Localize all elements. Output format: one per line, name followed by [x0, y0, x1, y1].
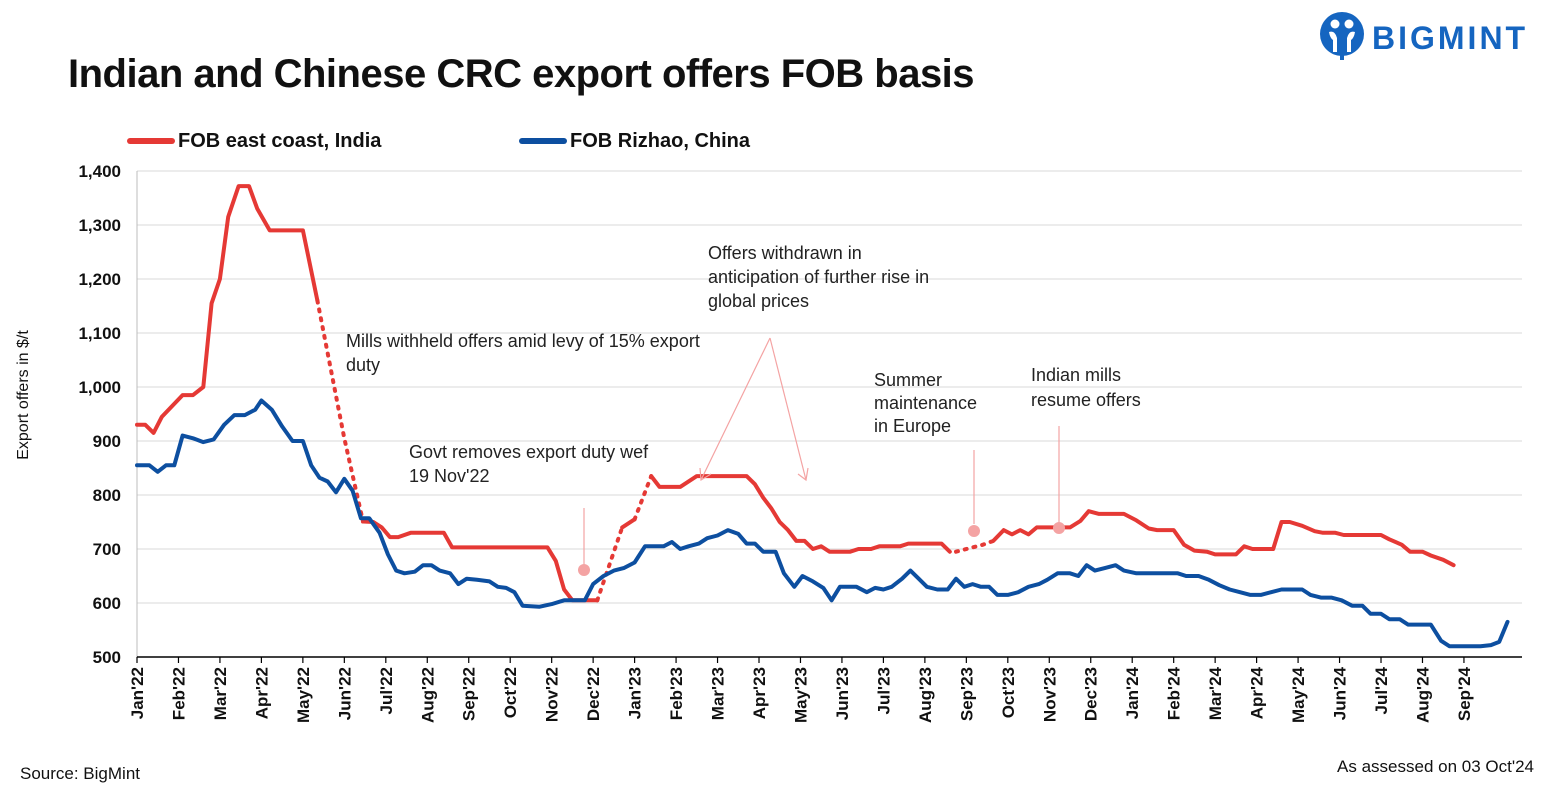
annotation-pointer: [700, 337, 771, 481]
annotation-pointer: [769, 337, 807, 481]
source-note: Source: BigMint: [20, 764, 140, 783]
annotation-text-line: Offers withdrawn in: [708, 243, 862, 263]
annotation-marker: [1053, 522, 1065, 534]
x-tick-label: Jun'23: [833, 667, 852, 720]
series-line: [361, 519, 600, 603]
y-tick-label: 1,000: [78, 378, 121, 397]
x-tick-label: Jan'23: [626, 667, 645, 719]
series-line: [991, 509, 1456, 568]
annotation-arrowhead: [699, 467, 712, 482]
x-tick-label: Nov'22: [543, 667, 562, 722]
x-tick-labels: Jan'22 Feb'22 Mar'22 Apr'22 May'22 Jun'22 Jul'…: [128, 657, 1474, 723]
annotation-govt-removes-duty: Govt removes export duty wef 19 Nov'22: [409, 442, 649, 576]
assessed-note: As assessed on 03 Oct'24: [1337, 757, 1534, 776]
x-tick-label: Aug'22: [418, 667, 437, 723]
annotation-mills-withheld: Mills withheld offers amid levy of 15% e…: [346, 331, 700, 375]
x-tick-label: Aug'23: [916, 667, 935, 723]
series-lines: [135, 184, 1510, 649]
x-tick-label: Oct'23: [999, 667, 1018, 718]
x-tick-label: Dec'22: [584, 667, 603, 721]
x-tick-label: Apr'22: [252, 667, 271, 719]
x-tick-label: Feb'22: [169, 667, 188, 720]
legend-label-india: FOB east coast, India: [178, 130, 382, 152]
x-tick-label: Jul'22: [377, 667, 396, 715]
y-tick-labels: 500 600 700 800 900 1,000 1,100 1,200 1,300 1,400: [78, 162, 121, 667]
x-tick-label: Feb'24: [1165, 666, 1184, 720]
x-tick-label: May'24: [1289, 666, 1308, 723]
x-tick-label: Oct'22: [501, 667, 520, 718]
x-tick-label: Apr'24: [1248, 666, 1267, 719]
x-tick-label: Mar'22: [211, 667, 230, 720]
series-line: [135, 398, 1510, 649]
annotation-indian-mills-resume: Indian mills resume offers: [1031, 365, 1141, 534]
series-line-dotted: [595, 525, 625, 603]
y-tick-label: 1,100: [78, 324, 121, 343]
annotation-text-line: Indian mills: [1031, 365, 1121, 385]
annotation-text-line: Mills withheld offers amid levy of 15% e…: [346, 331, 700, 351]
y-tick-label: 1,400: [78, 162, 121, 181]
x-tick-label: Jul'24: [1372, 666, 1391, 714]
grid-lines: [136, 170, 1522, 657]
x-tick-label: Jul'23: [874, 667, 893, 715]
series-line-dotted: [954, 538, 996, 554]
x-tick-label: Sep'23: [957, 667, 976, 721]
annotation-offers-withdrawn: Offers withdrawn in anticipation of furt…: [699, 243, 929, 482]
y-tick-label: 900: [93, 432, 121, 451]
x-tick-label: Jan'24: [1123, 666, 1142, 719]
annotation-text-line: in Europe: [874, 416, 951, 436]
x-tick-label: Dec'23: [1082, 667, 1101, 721]
annotation-arrowhead: [797, 467, 809, 482]
y-tick-label: 800: [93, 486, 121, 505]
legend: FOB east coast, India FOB Rizhao, China: [127, 130, 751, 152]
x-tick-label: Jun'24: [1331, 666, 1350, 720]
x-tick-label: Nov'23: [1040, 667, 1059, 722]
series-line: [135, 184, 320, 435]
annotation-marker: [968, 525, 980, 537]
annotations: Mills withheld offers amid levy of 15% e…: [346, 243, 1141, 576]
annotation-text-line: duty: [346, 355, 380, 375]
y-axis-label: Export offers in $/t: [15, 330, 32, 460]
x-tick-label: Mar'24: [1206, 666, 1225, 720]
series-line-dotted: [315, 298, 365, 524]
x-tick-label: Jan'22: [128, 667, 147, 719]
series-line: [649, 474, 952, 554]
annotation-summer-maintenance: Summer maintenance in Europe: [874, 370, 980, 537]
y-tick-label: 500: [93, 648, 121, 667]
y-tick-label: 600: [93, 594, 121, 613]
x-tick-label: Mar'23: [709, 667, 728, 720]
x-tick-label: May'22: [294, 667, 313, 723]
x-tick-label: Apr'23: [750, 667, 769, 719]
x-tick-label: Feb'23: [667, 667, 686, 720]
brand-logo-icon: [1320, 12, 1364, 60]
x-tick-label: Sep'24: [1455, 666, 1474, 721]
series-india: [135, 184, 1456, 603]
series-line-dotted: [632, 474, 654, 522]
y-tick-label: 1,200: [78, 270, 121, 289]
y-tick-label: 1,300: [78, 216, 121, 235]
annotation-text-line: global prices: [708, 291, 809, 311]
annotation-text-line: 19 Nov'22: [409, 466, 490, 486]
annotation-marker: [578, 564, 590, 576]
annotation-text-line: anticipation of further rise in: [708, 267, 929, 287]
annotation-text-line: Summer: [874, 370, 942, 390]
y-tick-label: 700: [93, 540, 121, 559]
x-tick-label: Sep'22: [460, 667, 479, 721]
page-title: Indian and Chinese CRC export offers FOB…: [68, 52, 975, 96]
annotation-text-line: Govt removes export duty wef: [409, 442, 649, 462]
x-tick-label: Jun'22: [335, 667, 354, 720]
series-line: [620, 517, 637, 530]
annotation-text-line: resume offers: [1031, 390, 1141, 410]
brand-name: BIGMINT: [1372, 20, 1529, 56]
x-tick-label: Aug'24: [1413, 666, 1432, 723]
x-tick-label: May'23: [791, 667, 810, 723]
series-china: [135, 398, 1510, 649]
legend-label-china: FOB Rizhao, China: [570, 130, 751, 152]
annotation-text-line: maintenance: [874, 393, 977, 413]
